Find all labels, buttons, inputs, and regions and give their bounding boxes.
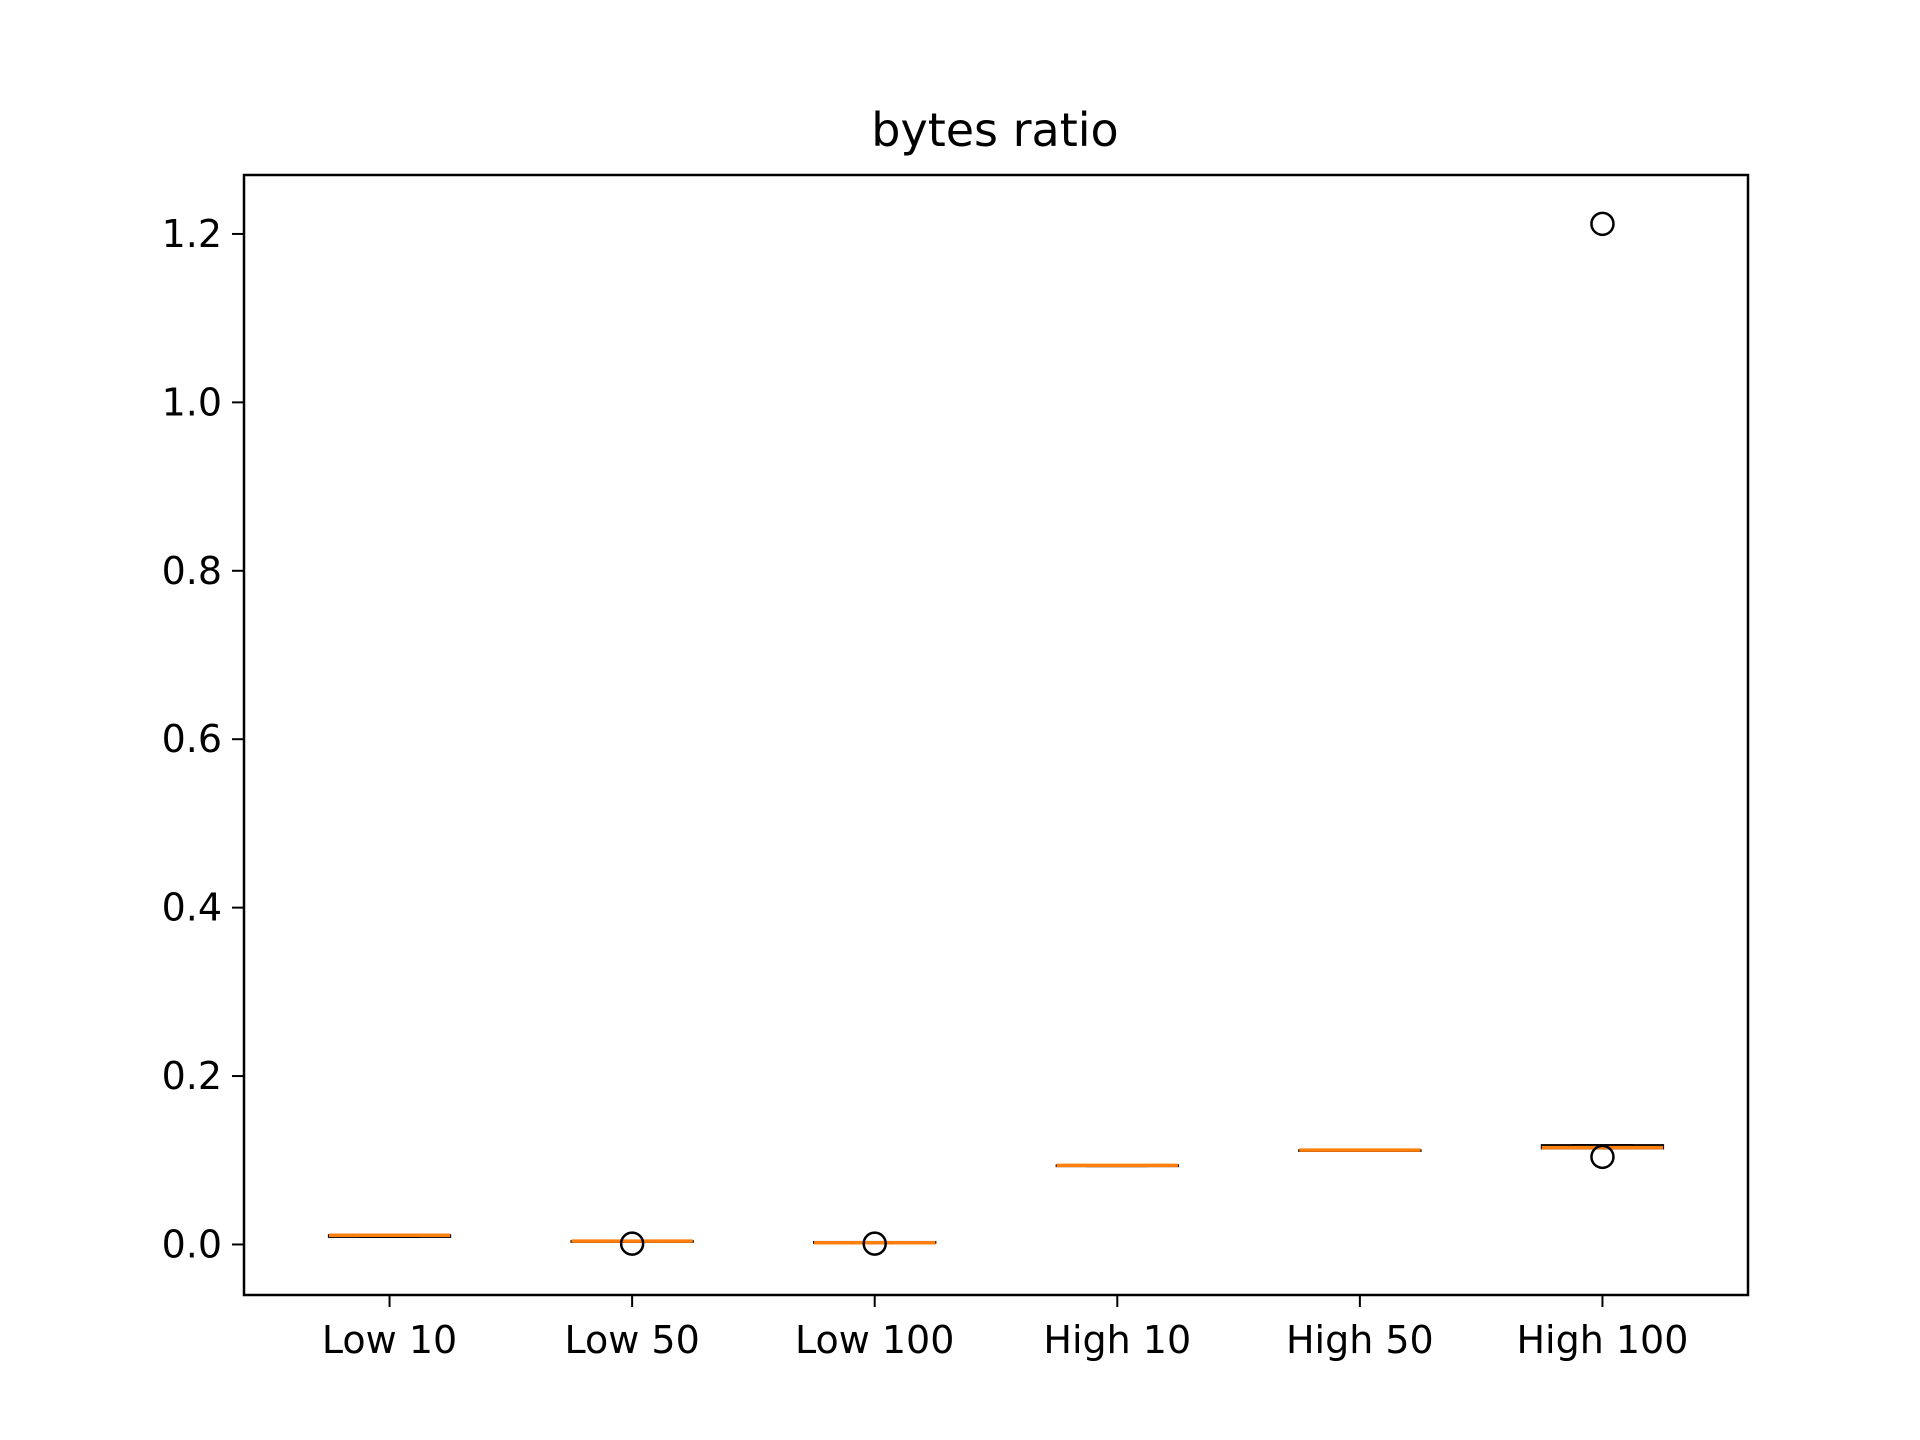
x-tick-label: Low 50 — [564, 1318, 699, 1362]
box-group — [1055, 1163, 1179, 1168]
y-tick-label: 0.8 — [162, 549, 222, 593]
box-group — [570, 1231, 694, 1256]
x-axis: Low 10 Low 50 Low 100 High 10 High 50 High 10… — [322, 1295, 1688, 1362]
x-tick-label: High 10 — [1043, 1318, 1191, 1362]
box-group — [1540, 211, 1665, 1170]
chart-title: bytes ratio — [871, 103, 1118, 157]
y-tick-label: 0.2 — [162, 1054, 222, 1098]
outlier-point — [1590, 211, 1615, 237]
x-tick-label: High 100 — [1516, 1318, 1688, 1362]
y-tick-label: 0.0 — [162, 1222, 222, 1266]
y-tick-label: 0.6 — [162, 717, 222, 761]
x-tick-label: High 50 — [1286, 1318, 1434, 1362]
x-tick-label: Low 100 — [795, 1318, 954, 1362]
y-tick-label: 0.4 — [162, 886, 222, 930]
plot-marks — [327, 211, 1665, 1256]
outlier-point — [862, 1231, 887, 1256]
plot-frame — [242, 173, 1750, 1297]
y-axis: 0.0 0.2 0.4 0.6 0.8 1.0 1.2 — [162, 212, 244, 1266]
box-group — [813, 1231, 937, 1256]
outlier-point — [1590, 1144, 1615, 1170]
y-tick-label: 1.0 — [162, 380, 222, 424]
outlier-point — [619, 1231, 645, 1256]
y-tick-label: 1.2 — [162, 212, 222, 256]
x-tick-label: Low 10 — [322, 1318, 457, 1362]
box-group — [327, 1233, 452, 1238]
box-group — [1298, 1148, 1422, 1152]
